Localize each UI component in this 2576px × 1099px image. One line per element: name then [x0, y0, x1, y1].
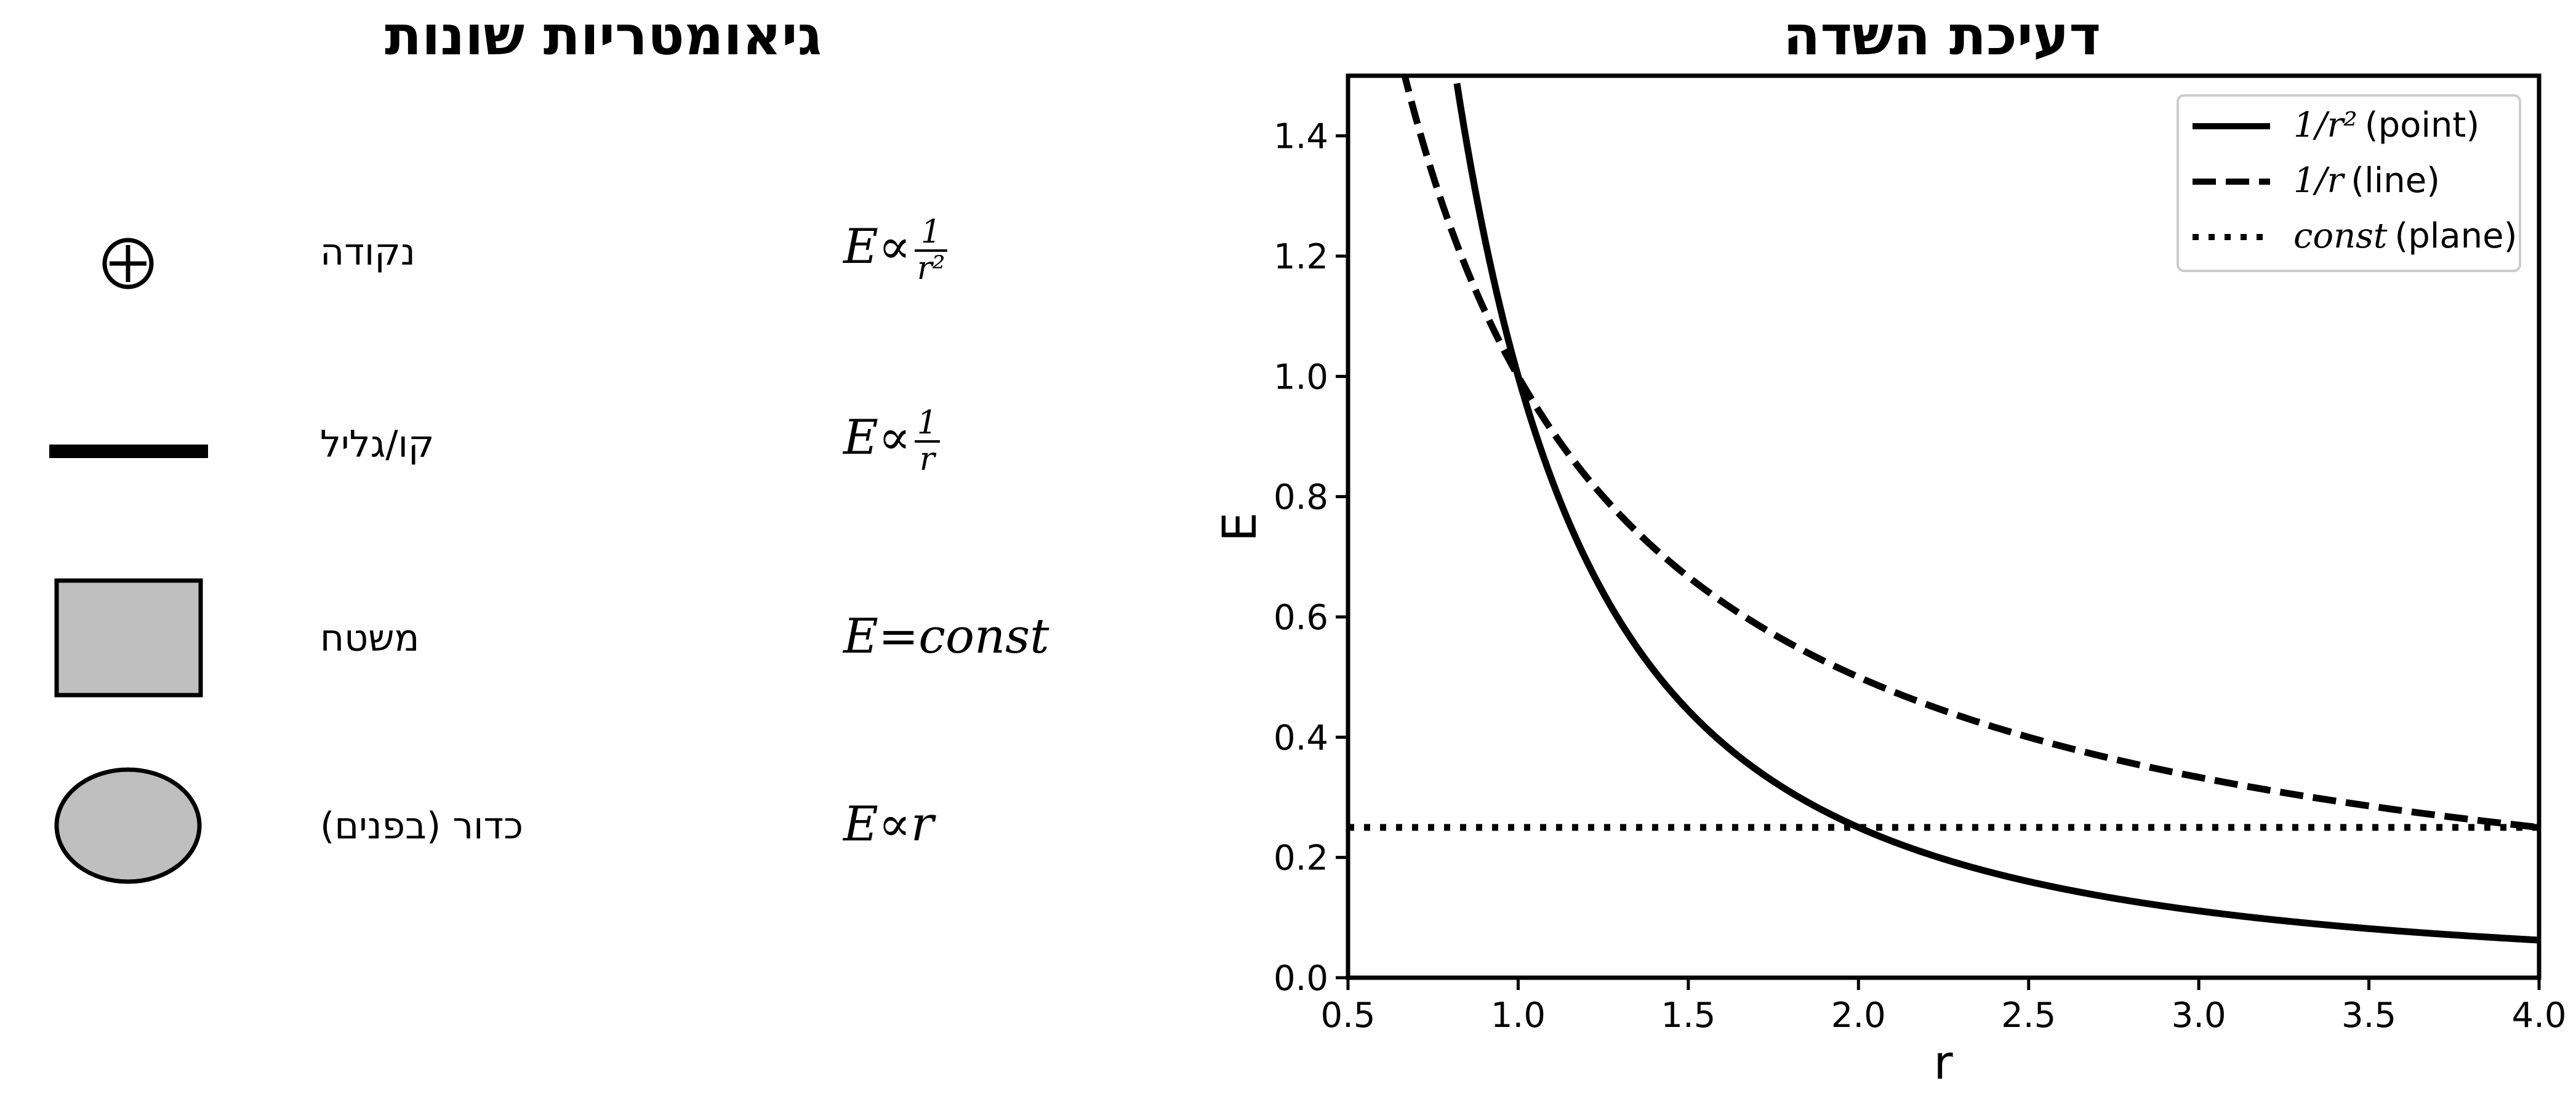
formula-point: E∝ 1 r² — [843, 215, 948, 285]
sphere-ellipse-icon — [54, 767, 202, 884]
legend: 1/r² (point) 1/r (line) const (plane) — [2177, 94, 2521, 272]
y-tick-label-5: 1.0 — [1274, 357, 1328, 397]
geometry-label-line: קו/גליל — [320, 423, 435, 466]
geometry-label-sphere: כדור (בפנים) — [320, 805, 523, 848]
x-tick-label-6: 3.5 — [2341, 996, 2396, 1036]
y-tick-label-1: 0.2 — [1274, 839, 1328, 879]
geometry-label-plane: משטח — [320, 617, 420, 660]
x-axis-label: r — [1933, 1035, 1953, 1090]
x-tick-label-1: 1.0 — [1491, 996, 1546, 1036]
geometry-row-plane: משטח E=const — [0, 563, 1231, 711]
geometry-row-sphere: כדור (בפנים) E∝r — [0, 751, 1231, 899]
geometry-label-point: נקודה — [320, 231, 415, 274]
line-icon — [49, 445, 208, 458]
y-tick-label-7: 1.4 — [1274, 117, 1328, 157]
y-tick-label-4: 0.8 — [1274, 478, 1328, 518]
x-tick-label-7: 4.0 — [2511, 996, 2566, 1036]
y-tick-label-6: 1.2 — [1274, 237, 1328, 277]
legend-entry-point: 1/r² (point) — [2293, 105, 2479, 145]
y-tick-label-0: 0.0 — [1274, 959, 1328, 999]
series-point-curve — [1453, 83, 2539, 944]
point-charge-icon — [102, 238, 154, 289]
x-tick-label-2: 1.5 — [1661, 996, 1715, 1036]
geometry-row-line: קו/גליל E∝ 1 r — [0, 376, 1231, 523]
plane-square-icon — [54, 578, 203, 698]
x-tick-label-5: 3.0 — [2172, 996, 2226, 1036]
y-axis-label: E — [1212, 512, 1267, 542]
chart-title: דעיכת השדה — [1783, 4, 2101, 67]
x-tick-label-4: 2.5 — [2001, 996, 2056, 1036]
plot-frame — [1346, 73, 2542, 980]
x-tick-label-0: 0.5 — [1320, 996, 1375, 1036]
formula-sphere: E∝r — [843, 797, 934, 852]
legend-entry-line: 1/r (line) — [2293, 161, 2440, 201]
series-line-curve — [1401, 76, 2539, 831]
y-tick-label-3: 0.6 — [1274, 598, 1328, 638]
legend-box — [2177, 94, 2521, 272]
legend-entry-plane: const (plane) — [2293, 216, 2517, 256]
y-tick-label-2: 0.4 — [1274, 718, 1328, 758]
x-tick-label-3: 2.0 — [1831, 996, 1886, 1036]
formula-line: E∝ 1 r — [843, 406, 940, 476]
left-panel-title: גיאומטריות שונות — [385, 4, 822, 67]
formula-plane: E=const — [843, 609, 1049, 664]
geometry-row-point: נקודה E∝ 1 r² — [0, 185, 1231, 332]
